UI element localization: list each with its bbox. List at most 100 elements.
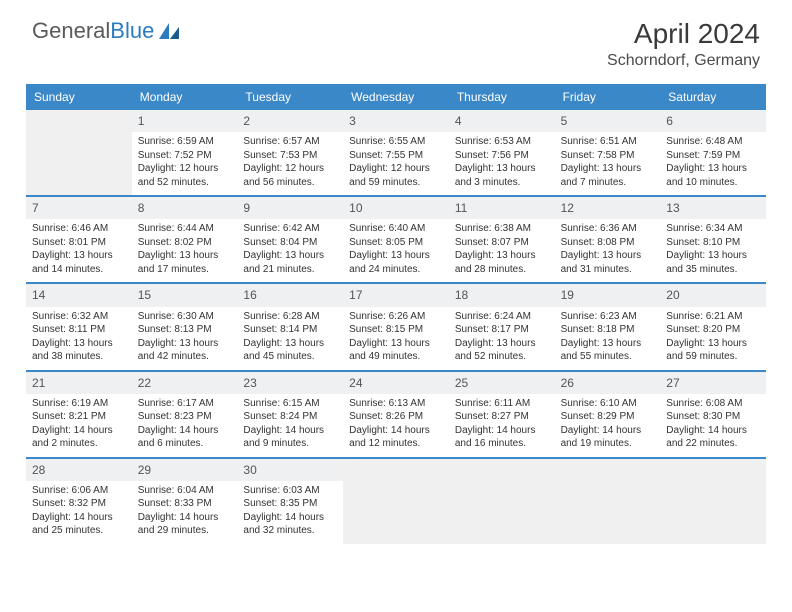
sunrise-text: Sunrise: 6:24 AM <box>455 310 549 324</box>
day-number: 18 <box>449 284 555 306</box>
daylight-text: Daylight: 13 hours and 59 minutes. <box>666 337 760 364</box>
sunset-text: Sunset: 8:21 PM <box>32 410 126 424</box>
day-cell: 3Sunrise: 6:55 AMSunset: 7:55 PMDaylight… <box>343 110 449 195</box>
day-cell: 15Sunrise: 6:30 AMSunset: 8:13 PMDayligh… <box>132 284 238 369</box>
day-cell: 14Sunrise: 6:32 AMSunset: 8:11 PMDayligh… <box>26 284 132 369</box>
sunrise-text: Sunrise: 6:19 AM <box>32 397 126 411</box>
sunset-text: Sunset: 8:30 PM <box>666 410 760 424</box>
day-number: 20 <box>660 284 766 306</box>
sunrise-text: Sunrise: 6:38 AM <box>455 222 549 236</box>
day-cell: 24Sunrise: 6:13 AMSunset: 8:26 PMDayligh… <box>343 372 449 457</box>
day-number: 12 <box>555 197 661 219</box>
sunrise-text: Sunrise: 6:03 AM <box>243 484 337 498</box>
sunrise-text: Sunrise: 6:26 AM <box>349 310 443 324</box>
empty-cell <box>449 459 555 544</box>
sunrise-text: Sunrise: 6:04 AM <box>138 484 232 498</box>
day-number: 7 <box>26 197 132 219</box>
day-number: 25 <box>449 372 555 394</box>
sunrise-text: Sunrise: 6:23 AM <box>561 310 655 324</box>
daylight-text: Daylight: 14 hours and 6 minutes. <box>138 424 232 451</box>
sunset-text: Sunset: 8:02 PM <box>138 236 232 250</box>
day-cell: 23 Sunrise: 6:15 AMSunset: 8:24 PMDayligh… <box>237 372 343 457</box>
day-number: 26 <box>555 372 661 394</box>
empty-cell <box>555 459 661 544</box>
day-cell: 16Sunrise: 6:28 AMSunset: 8:14 PMDayligh… <box>237 284 343 369</box>
day-cell: 21Sunrise: 6:19 AMSunset: 8:21 PMDayligh… <box>26 372 132 457</box>
sunrise-text: Sunrise: 6:40 AM <box>349 222 443 236</box>
day-cell: 11Sunrise: 6:38 AMSunset: 8:07 PMDayligh… <box>449 197 555 282</box>
day-number: 13 <box>660 197 766 219</box>
daylight-text: Daylight: 14 hours and 2 minutes. <box>32 424 126 451</box>
day-number: 8 <box>132 197 238 219</box>
day-number: 6 <box>660 110 766 132</box>
daylight-text: Daylight: 14 hours and 22 minutes. <box>666 424 760 451</box>
day-cell: 9Sunrise: 6:42 AMSunset: 8:04 PMDaylight… <box>237 197 343 282</box>
sunset-text: Sunset: 8:14 PM <box>243 323 337 337</box>
day-number: 5 <box>555 110 661 132</box>
sunset-text: Sunset: 8:23 PM <box>138 410 232 424</box>
logo-word1: General <box>32 18 110 43</box>
daylight-text: Daylight: 13 hours and 55 minutes. <box>561 337 655 364</box>
sunset-text: Sunset: 8:17 PM <box>455 323 549 337</box>
empty-cell <box>660 459 766 544</box>
sunrise-text: Sunrise: 6:55 AM <box>349 135 443 149</box>
sunset-text: Sunset: 8:05 PM <box>349 236 443 250</box>
day-cell: 17Sunrise: 6:26 AMSunset: 8:15 PMDayligh… <box>343 284 449 369</box>
calendar-row: 1Sunrise: 6:59 AMSunset: 7:52 PMDaylight… <box>26 110 766 197</box>
daylight-text: Daylight: 14 hours and 9 minutes. <box>243 424 337 451</box>
logo-word2: Blue <box>110 18 154 43</box>
calendar-row: 7 Sunrise: 6:46 AMSunset: 8:01 PM Daylight… <box>26 197 766 284</box>
day-cell: 27Sunrise: 6:08 AMSunset: 8:30 PMDayligh… <box>660 372 766 457</box>
sunset-text: Sunset: 8:15 PM <box>349 323 443 337</box>
day-number: 27 <box>660 372 766 394</box>
sunset-text: Sunset: 7:52 PM <box>138 149 232 163</box>
daylight-text: Daylight: 13 hours and 17 minutes. <box>138 249 232 276</box>
dayname: Saturday <box>660 84 766 110</box>
day-cell: 22Sunrise: 6:17 AMSunset: 8:23 PMDayligh… <box>132 372 238 457</box>
sunrise-text: Sunrise: 6:36 AM <box>561 222 655 236</box>
day-cell: 19Sunrise: 6:23 AMSunset: 8:18 PMDayligh… <box>555 284 661 369</box>
day-cell: 6Sunrise: 6:48 AMSunset: 7:59 PMDaylight… <box>660 110 766 195</box>
sunrise-text: Sunrise: 6:15 AM <box>243 397 337 411</box>
day-number: 17 <box>343 284 449 306</box>
sunset-text: Sunset: 8:24 PM <box>243 410 337 424</box>
sunrise-text: Sunrise: 6:13 AM <box>349 397 443 411</box>
day-cell: 1Sunrise: 6:59 AMSunset: 7:52 PMDaylight… <box>132 110 238 195</box>
sunset-text: Sunset: 7:55 PM <box>349 149 443 163</box>
sunset-text: Sunset: 8:10 PM <box>666 236 760 250</box>
sunrise-text: Sunrise: 6:06 AM <box>32 484 126 498</box>
day-cell: 10Sunrise: 6:40 AMSunset: 8:05 PMDayligh… <box>343 197 449 282</box>
daylight-text: Daylight: 12 hours and 52 minutes. <box>138 162 232 189</box>
day-number: 14 <box>26 284 132 306</box>
sunset-text: Sunset: 8:08 PM <box>561 236 655 250</box>
sunset-text: Sunset: 8:07 PM <box>455 236 549 250</box>
logo-text: GeneralBlue <box>32 18 154 44</box>
dayname: Monday <box>132 84 238 110</box>
daylight-text: Daylight: 13 hours and 31 minutes. <box>561 249 655 276</box>
day-cell: 29Sunrise: 6:04 AMSunset: 8:33 PMDayligh… <box>132 459 238 544</box>
daylight-text: Daylight: 14 hours and 25 minutes. <box>32 511 126 538</box>
day-number: 4 <box>449 110 555 132</box>
sunset-text: Sunset: 8:33 PM <box>138 497 232 511</box>
calendar-row: 21Sunrise: 6:19 AMSunset: 8:21 PMDayligh… <box>26 372 766 459</box>
sunset-text: Sunset: 7:59 PM <box>666 149 760 163</box>
calendar-header: Sunday Monday Tuesday Wednesday Thursday… <box>26 84 766 110</box>
sunrise-text: Sunrise: 6:21 AM <box>666 310 760 324</box>
dayname: Thursday <box>449 84 555 110</box>
day-number: 30 <box>237 459 343 481</box>
month-title: April 2024 <box>607 18 760 50</box>
day-cell: 25Sunrise: 6:11 AMSunset: 8:27 PMDayligh… <box>449 372 555 457</box>
day-number: 23 <box>237 372 343 394</box>
calendar-row: 14Sunrise: 6:32 AMSunset: 8:11 PMDayligh… <box>26 284 766 371</box>
day-cell: 4Sunrise: 6:53 AMSunset: 7:56 PMDaylight… <box>449 110 555 195</box>
daylight-text: Daylight: 12 hours and 56 minutes. <box>243 162 337 189</box>
sunrise-text: Sunrise: 6:46 AM <box>32 222 126 236</box>
sunset-text: Sunset: 7:53 PM <box>243 149 337 163</box>
day-number: 24 <box>343 372 449 394</box>
sunset-text: Sunset: 8:01 PM <box>32 236 126 250</box>
sunset-text: Sunset: 8:35 PM <box>243 497 337 511</box>
calendar-row: 28Sunrise: 6:06 AMSunset: 8:32 PMDayligh… <box>26 459 766 544</box>
sunrise-text: Sunrise: 6:30 AM <box>138 310 232 324</box>
sunset-text: Sunset: 7:56 PM <box>455 149 549 163</box>
daylight-text: Daylight: 13 hours and 42 minutes. <box>138 337 232 364</box>
